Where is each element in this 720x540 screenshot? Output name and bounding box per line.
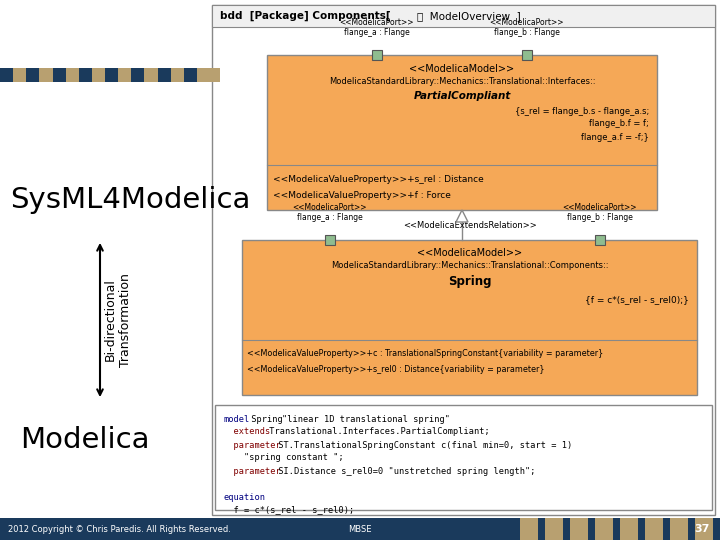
Text: 37: 37 — [695, 524, 710, 534]
Bar — [372, 50, 382, 60]
Text: {s_rel = flange_b.s - flange_a.s;: {s_rel = flange_b.s - flange_a.s; — [515, 106, 649, 116]
Text: "spring constant ";: "spring constant "; — [223, 454, 343, 462]
Bar — [545, 518, 563, 540]
Text: model: model — [223, 415, 249, 423]
Text: bdd  [Package] Components[: bdd [Package] Components[ — [220, 11, 391, 21]
Bar — [670, 518, 688, 540]
Text: {f = c*(s_rel - s_rel0);}: {f = c*(s_rel - s_rel0);} — [585, 295, 689, 305]
Text: <<ModelicaPort>>
flange_b : Flange: <<ModelicaPort>> flange_b : Flange — [562, 202, 636, 222]
Bar — [105, 68, 118, 82]
Text: extends: extends — [223, 428, 270, 436]
Text: flange_b.f = f;: flange_b.f = f; — [589, 119, 649, 129]
Text: Translational.Interfaces.PartialCompliant;: Translational.Interfaces.PartialComplian… — [264, 428, 490, 436]
Bar — [171, 68, 184, 82]
Text: ModelicaStandardLibrary::Mechanics::Translational::Interfaces::: ModelicaStandardLibrary::Mechanics::Tran… — [329, 78, 595, 86]
Text: 2012 Copyright © Chris Paredis. All Rights Reserved.: 2012 Copyright © Chris Paredis. All Righ… — [8, 524, 231, 534]
Text: <<ModelicaPort>>
flange_b : Flange: <<ModelicaPort>> flange_b : Flange — [490, 18, 564, 37]
Bar — [595, 235, 605, 245]
Bar — [520, 518, 538, 540]
Bar — [53, 68, 66, 82]
Bar — [13, 68, 26, 82]
Bar — [210, 68, 220, 82]
Text: <<ModelicaModel>>: <<ModelicaModel>> — [410, 64, 515, 74]
Text: <<ModelicaExtendsRelation>>: <<ModelicaExtendsRelation>> — [402, 220, 536, 230]
Text: Modelica: Modelica — [20, 426, 150, 454]
Text: parameter: parameter — [223, 441, 281, 449]
Bar — [212, 5, 715, 515]
Text: <<ModelicaPort>>
flange_a : Flange: <<ModelicaPort>> flange_a : Flange — [340, 18, 414, 37]
Bar — [267, 55, 657, 210]
Bar — [92, 68, 105, 82]
Text: SysML4Modelica: SysML4Modelica — [10, 186, 251, 214]
Bar — [522, 50, 532, 60]
Bar — [131, 68, 145, 82]
Bar — [212, 5, 715, 27]
Bar — [242, 240, 697, 395]
Text: <<ModelicaModel>>: <<ModelicaModel>> — [417, 248, 522, 258]
Bar — [570, 518, 588, 540]
Bar — [158, 68, 171, 82]
Bar — [620, 518, 638, 540]
Bar — [215, 405, 712, 510]
Text: Spring: Spring — [246, 415, 288, 423]
Bar — [0, 518, 720, 540]
Bar — [645, 518, 663, 540]
Bar — [26, 68, 40, 82]
Text: <<ModelicaValueProperty>>+s_rel : Distance: <<ModelicaValueProperty>>+s_rel : Distan… — [273, 174, 484, 184]
Text: MBSE: MBSE — [348, 524, 372, 534]
Text: end Spring;: end Spring; — [223, 518, 281, 528]
Bar — [40, 68, 53, 82]
Text: <<ModelicaValueProperty>>+s_rel0 : Distance{variability = parameter}: <<ModelicaValueProperty>>+s_rel0 : Dista… — [247, 364, 544, 374]
Text: SI.Distance s_rel0=0 "unstretched spring length";: SI.Distance s_rel0=0 "unstretched spring… — [273, 467, 536, 476]
Text: flange_a.f = -f;}: flange_a.f = -f;} — [581, 132, 649, 141]
Bar — [118, 68, 131, 82]
Text: Bi-directional
Transformation: Bi-directional Transformation — [104, 273, 132, 367]
Text: f = c*(s_rel - s_rel0);: f = c*(s_rel - s_rel0); — [223, 505, 354, 515]
Bar — [197, 68, 210, 82]
Bar — [66, 68, 78, 82]
Text: <<ModelicaPort>>
flange_a : Flange: <<ModelicaPort>> flange_a : Flange — [292, 202, 366, 222]
Text: ⬜  ModelOverview  ]: ⬜ ModelOverview ] — [417, 11, 521, 21]
Bar — [325, 235, 335, 245]
Bar — [145, 68, 158, 82]
Text: Spring: Spring — [448, 274, 491, 287]
Text: "linear 1D translational spring": "linear 1D translational spring" — [282, 415, 450, 423]
Bar — [184, 68, 197, 82]
Bar — [0, 68, 13, 82]
Polygon shape — [456, 210, 468, 222]
Text: <<ModelicaValueProperty>>+c : TranslationalSpringConstant{variability = paramete: <<ModelicaValueProperty>>+c : Translatio… — [247, 349, 603, 359]
Text: equation: equation — [223, 492, 265, 502]
Text: <<ModelicaValueProperty>>+f : Force: <<ModelicaValueProperty>>+f : Force — [273, 191, 451, 199]
Text: ST.TranslationalSpringConstant c(final min=0, start = 1): ST.TranslationalSpringConstant c(final m… — [273, 441, 572, 449]
Bar — [695, 518, 713, 540]
Text: ModelicaStandardLibrary::Mechanics::Translational::Components::: ModelicaStandardLibrary::Mechanics::Tran… — [330, 261, 608, 271]
Bar — [595, 518, 613, 540]
Bar — [78, 68, 92, 82]
Text: PartialCompliant: PartialCompliant — [413, 91, 510, 101]
Text: parameter: parameter — [223, 467, 281, 476]
